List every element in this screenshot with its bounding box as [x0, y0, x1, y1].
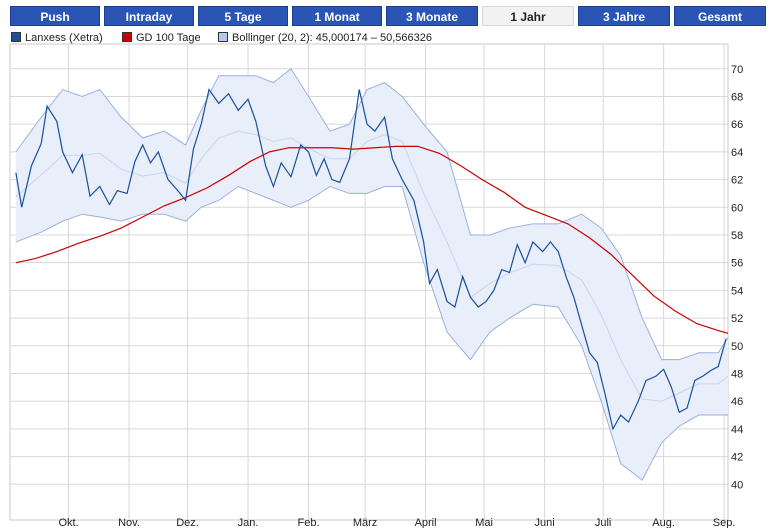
period-tabs: Push Intraday 5 Tage 1 Monat 3 Monate 1 Jahr 3…: [0, 6, 775, 28]
bollinger-lower-line: [15, 185, 728, 481]
legend-lanxess: Lanxess (Xetra): [11, 31, 103, 45]
tab-3-jahre[interactable]: 3 Jahre: [578, 6, 670, 26]
x-tick-label: Sep.: [713, 517, 736, 528]
y-tick-label: 62: [731, 175, 743, 187]
x-tick-label: März: [353, 517, 377, 528]
gd100-line: [15, 145, 729, 334]
price-line: [15, 88, 727, 431]
y-tick-label: 64: [731, 147, 743, 159]
bollinger-middle-line: [15, 130, 729, 402]
x-tick-label: Okt.: [58, 517, 78, 528]
legend-gd100: GD 100 Tage: [122, 31, 201, 45]
x-tick-label: Feb.: [298, 517, 320, 528]
x-tick-label: Mai: [475, 517, 493, 528]
legend-swatch: [11, 32, 21, 42]
tab-gesamt[interactable]: Gesamt: [674, 6, 766, 26]
y-tick-label: 60: [731, 202, 743, 214]
legend-label: GD 100 Tage: [136, 32, 201, 44]
legend-label: Lanxess (Xetra): [25, 32, 103, 44]
y-tick-label: 54: [731, 285, 743, 297]
y-tick-label: 56: [731, 258, 743, 270]
y-tick-label: 58: [731, 230, 743, 242]
tab-1-monat[interactable]: 1 Monat: [292, 6, 382, 26]
x-tick-label: Dez.: [176, 517, 199, 528]
legend-label: Bollinger (20, 2): 45,000174 – 50,566326: [232, 32, 432, 44]
x-tick-label: April: [415, 517, 437, 528]
y-tick-label: 48: [731, 368, 743, 380]
y-tick-label: 50: [731, 341, 743, 353]
tab-3-monate[interactable]: 3 Monate: [386, 6, 478, 26]
y-tick-label: 68: [731, 91, 743, 103]
bollinger-upper-line: [15, 68, 729, 361]
legend-swatch: [122, 32, 132, 42]
y-tick-label: 70: [731, 64, 743, 76]
tab-5-tage[interactable]: 5 Tage: [198, 6, 288, 26]
y-tick-label: 46: [731, 396, 743, 408]
x-tick-label: Jan.: [238, 517, 259, 528]
legend-bollinger: Bollinger (20, 2): 45,000174 – 50,566326: [218, 31, 432, 45]
y-tick-label: 40: [731, 479, 743, 491]
legend-swatch: [218, 32, 228, 42]
y-tick-label: 66: [731, 119, 743, 131]
x-tick-label: Aug.: [652, 517, 675, 528]
x-tick-label: Juli: [595, 517, 612, 528]
tab-intraday[interactable]: Intraday: [104, 6, 194, 26]
tab-1-jahr[interactable]: 1 Jahr: [482, 6, 574, 26]
x-tick-label: Juni: [535, 517, 555, 528]
plot-frame: [9, 43, 729, 521]
y-tick-label: 52: [731, 313, 743, 325]
bollinger-band-fill: [15, 68, 728, 481]
x-tick-label: Nov.: [118, 517, 140, 528]
tab-push[interactable]: Push: [10, 6, 100, 26]
y-tick-label: 44: [731, 424, 743, 436]
y-tick-label: 42: [731, 452, 743, 464]
